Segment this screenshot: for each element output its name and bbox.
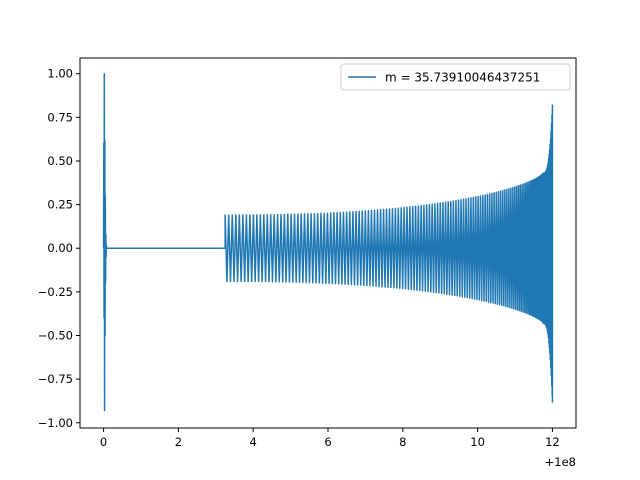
y-tick-label: 0.75: [47, 110, 73, 124]
y-tick-label: −1.00: [38, 416, 73, 430]
x-tick-label: 6: [324, 435, 331, 449]
y-tick-label: 0.25: [47, 198, 73, 212]
x-axis: 0 2 4 6 8 10 12: [100, 428, 560, 449]
legend-label: m = 35.73910046437251: [385, 71, 540, 85]
plot-area: [102, 72, 554, 412]
y-tick-label: −0.50: [38, 329, 73, 343]
legend: m = 35.73910046437251: [340, 63, 571, 91]
y-axis: −1.00 −0.75 −0.50 −0.25 0.00 0.25 0.50 0.75 1.00: [38, 67, 80, 430]
series-line-waveform: [102, 72, 554, 412]
x-tick-label: 8: [399, 435, 406, 449]
y-tick-label: −0.75: [38, 372, 73, 386]
y-tick-label: 0.00: [47, 241, 73, 255]
x-tick-label: 4: [250, 435, 257, 449]
x-offset-label: +1e8: [545, 455, 576, 469]
y-tick-label: 1.00: [47, 67, 73, 81]
x-tick-label: 10: [470, 435, 485, 449]
x-tick-label: 0: [100, 435, 107, 449]
x-tick-label: 12: [545, 435, 560, 449]
x-tick-label: 2: [175, 435, 182, 449]
legend-box: [340, 63, 571, 91]
y-tick-label: −0.25: [38, 285, 73, 299]
y-tick-label: 0.50: [47, 154, 73, 168]
